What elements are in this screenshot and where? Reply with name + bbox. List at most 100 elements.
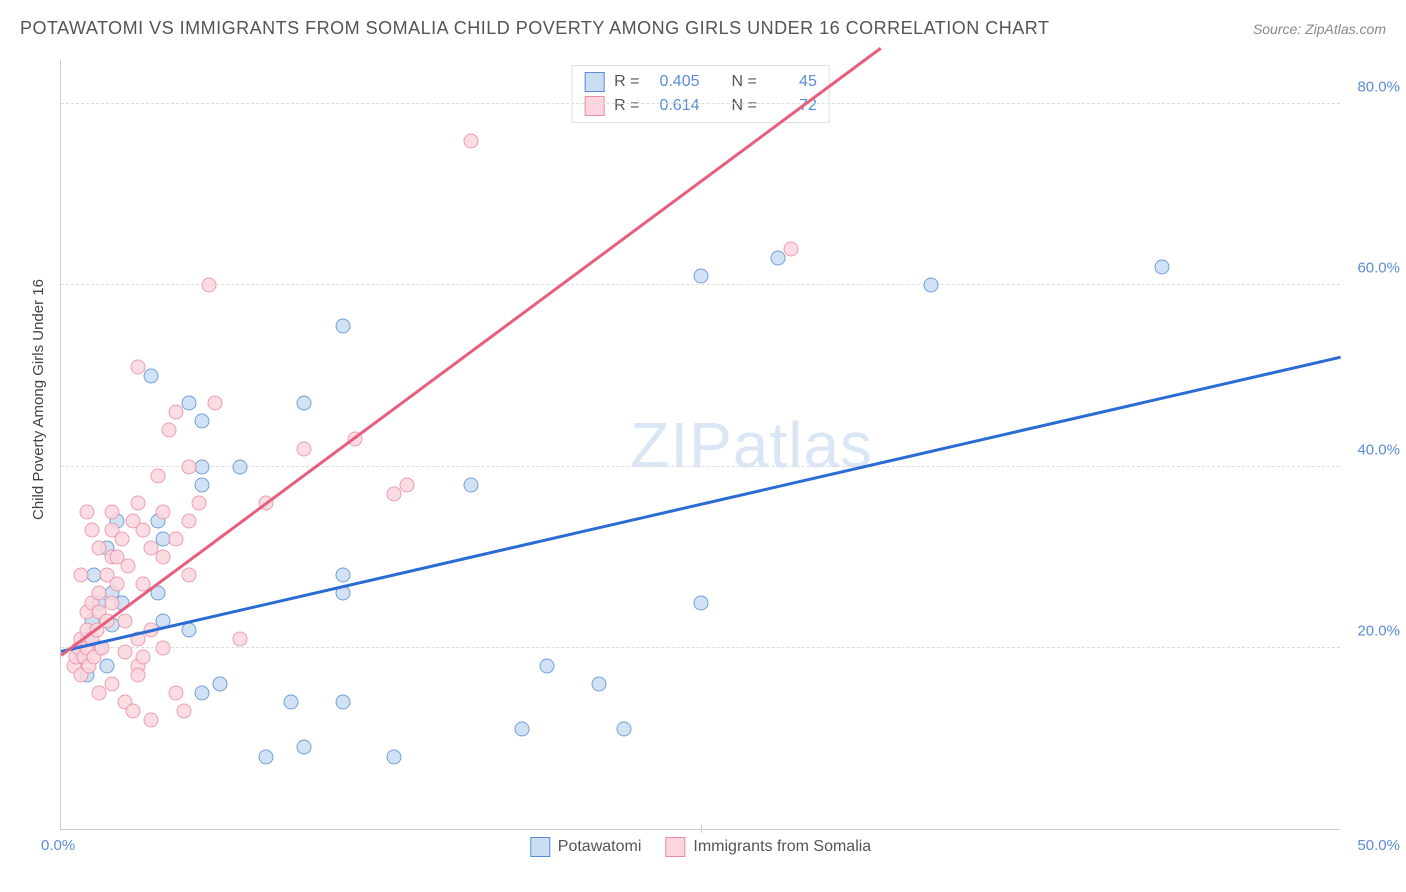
data-point	[182, 514, 197, 529]
data-point	[161, 423, 176, 438]
gridline	[61, 103, 1340, 104]
data-point	[386, 486, 401, 501]
data-point	[335, 319, 350, 334]
data-point	[130, 360, 145, 375]
data-point	[335, 568, 350, 583]
y-tick-label: 80.0%	[1345, 79, 1400, 96]
legend-label: Immigrants from Somalia	[693, 838, 871, 856]
source-label: Source: ZipAtlas.com	[1253, 21, 1386, 37]
r-value: 0.614	[650, 97, 700, 115]
n-label: N =	[732, 73, 757, 91]
y-axis-label: Child Poverty Among Girls Under 16	[30, 279, 47, 520]
legend-swatch	[584, 96, 604, 116]
legend-stat-row: R = 0.405 N = 45	[584, 70, 817, 94]
data-point	[169, 686, 184, 701]
data-point	[118, 645, 133, 660]
data-point	[399, 477, 414, 492]
data-point	[514, 722, 529, 737]
gridline	[61, 647, 1340, 648]
y-tick-label: 40.0%	[1345, 441, 1400, 458]
data-point	[540, 658, 555, 673]
data-point	[143, 713, 158, 728]
data-point	[335, 695, 350, 710]
x-tick-center	[701, 825, 702, 833]
data-point	[151, 468, 166, 483]
data-point	[115, 532, 130, 547]
data-point	[617, 722, 632, 737]
data-point	[194, 459, 209, 474]
data-point	[386, 749, 401, 764]
gridline	[61, 466, 1340, 467]
data-point	[135, 649, 150, 664]
data-point	[105, 677, 120, 692]
data-point	[169, 405, 184, 420]
data-point	[182, 568, 197, 583]
data-point	[783, 242, 798, 257]
data-point	[694, 269, 709, 284]
data-point	[258, 749, 273, 764]
gridline	[61, 284, 1340, 285]
data-point	[156, 504, 171, 519]
data-point	[125, 704, 140, 719]
x-tick-max: 50.0%	[1357, 837, 1400, 854]
data-point	[182, 622, 197, 637]
data-point	[194, 414, 209, 429]
data-point	[120, 559, 135, 574]
data-point	[207, 396, 222, 411]
data-point	[924, 278, 939, 293]
data-point	[130, 495, 145, 510]
r-label: R =	[614, 97, 639, 115]
data-point	[297, 740, 312, 755]
data-point	[212, 677, 227, 692]
data-point	[233, 631, 248, 646]
data-point	[176, 704, 191, 719]
r-value: 0.405	[650, 73, 700, 91]
data-point	[297, 441, 312, 456]
legend-item: Immigrants from Somalia	[665, 837, 871, 857]
data-point	[1154, 260, 1169, 275]
scatter-plot: ZIPatlas R =0.405N =45R =0.614N =72 Pota…	[60, 60, 1340, 830]
data-point	[463, 133, 478, 148]
data-point	[182, 396, 197, 411]
y-tick-label: 60.0%	[1345, 260, 1400, 277]
n-label: N =	[732, 97, 757, 115]
x-tick-min: 0.0%	[41, 837, 75, 854]
chart-title: POTAWATOMI VS IMMIGRANTS FROM SOMALIA CH…	[20, 18, 1049, 39]
data-point	[156, 640, 171, 655]
data-point	[105, 504, 120, 519]
data-point	[194, 686, 209, 701]
data-point	[84, 523, 99, 538]
data-point	[118, 613, 133, 628]
legend-series: Potawatomi Immigrants from Somalia	[530, 837, 871, 857]
data-point	[233, 459, 248, 474]
data-point	[770, 251, 785, 266]
data-point	[143, 369, 158, 384]
data-point	[100, 658, 115, 673]
legend-swatch	[584, 72, 604, 92]
legend-swatch	[665, 837, 685, 857]
data-point	[297, 396, 312, 411]
data-point	[192, 495, 207, 510]
watermark-bold: ZIP	[630, 409, 733, 481]
legend-swatch	[530, 837, 550, 857]
legend-item: Potawatomi	[530, 837, 642, 857]
data-point	[182, 459, 197, 474]
data-point	[135, 523, 150, 538]
n-value: 45	[767, 73, 817, 91]
legend-label: Potawatomi	[558, 838, 642, 856]
data-point	[92, 686, 107, 701]
data-point	[169, 532, 184, 547]
data-point	[284, 695, 299, 710]
data-point	[591, 677, 606, 692]
data-point	[194, 477, 209, 492]
data-point	[74, 568, 89, 583]
data-point	[694, 595, 709, 610]
data-point	[202, 278, 217, 293]
y-tick-label: 20.0%	[1345, 622, 1400, 639]
data-point	[110, 577, 125, 592]
data-point	[130, 668, 145, 683]
data-point	[156, 550, 171, 565]
data-point	[463, 477, 478, 492]
data-point	[105, 595, 120, 610]
r-label: R =	[614, 73, 639, 91]
